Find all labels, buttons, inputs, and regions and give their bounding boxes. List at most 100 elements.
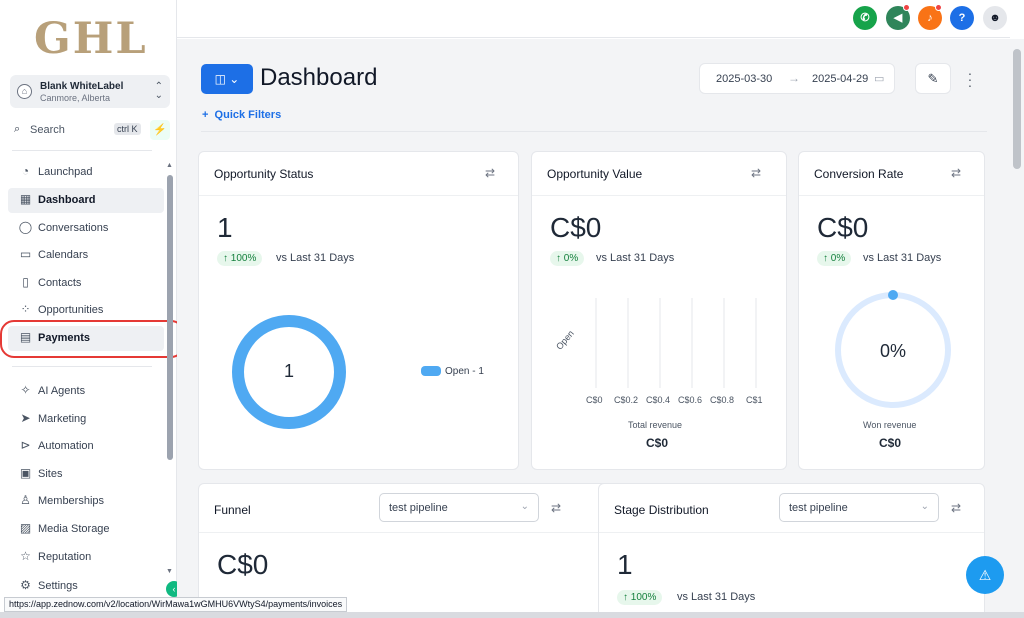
opportunities-icon: ⁘ xyxy=(20,302,31,316)
calendar-icon: ▭ xyxy=(19,247,32,261)
main-scrollbar[interactable] xyxy=(1010,39,1024,612)
change-badge: ↑ 100% xyxy=(617,590,663,605)
quick-filters-label: Quick Filters xyxy=(214,109,282,121)
phone-icon[interactable]: ✆ xyxy=(853,6,877,30)
user-avatar[interactable]: ☻ xyxy=(983,6,1007,30)
conversion-rate-card: Conversion Rate ⇄ C$0 ↑ 0% vs Last 31 Da… xyxy=(798,151,985,470)
total-revenue-label: Total revenue xyxy=(628,420,683,430)
sidebar-divider xyxy=(12,150,152,151)
sidebar-item-automation[interactable]: ⊳ Automation xyxy=(8,434,164,459)
layout-switcher-button[interactable]: ◫ ⌄ xyxy=(201,64,253,94)
revenue-bar-chart-grid xyxy=(595,298,757,388)
scroll-up-arrow-icon[interactable]: ▲ xyxy=(166,162,173,169)
sidebar: GHL ⌂ Blank WhiteLabel Canmore, Alberta … xyxy=(0,0,185,612)
dashboard-grid-icon: ▦ xyxy=(19,192,32,206)
payments-highlight-annotation xyxy=(0,320,185,358)
scroll-down-arrow-icon[interactable]: ▼ xyxy=(166,568,173,575)
selected-pipeline: test pipeline xyxy=(789,502,848,514)
sidebar-item-label: Dashboard xyxy=(38,194,96,206)
comparison-label: vs Last 31 Days xyxy=(863,252,942,264)
account-name: Blank WhiteLabel xyxy=(40,81,124,92)
card-header-divider xyxy=(532,195,786,196)
sidebar-item-payments[interactable]: ▤ Payments xyxy=(8,326,164,351)
sidebar-item-media-storage[interactable]: ▨ Media Storage xyxy=(8,517,164,542)
feedback-chat-icon[interactable]: ⚠ xyxy=(966,556,1004,594)
x-tick-label: C$0 xyxy=(586,395,603,405)
contact-card-icon: ▯ xyxy=(22,275,29,289)
sidebar-item-dashboard[interactable]: ▦ Dashboard xyxy=(8,188,164,213)
notification-dot xyxy=(903,4,910,11)
funnel-pipeline-select[interactable]: test pipeline ⌄ xyxy=(379,493,539,522)
status-bar-url: https://app.zednow.com/v2/location/WirMa… xyxy=(4,597,348,612)
sidebar-item-settings[interactable]: ⚙ Settings xyxy=(8,574,164,599)
sidebar-item-label: Memberships xyxy=(38,495,105,507)
card-title: Opportunity Value xyxy=(547,167,643,181)
sidebar-item-ai-agents[interactable]: ✧ AI Agents xyxy=(8,379,164,404)
opportunity-status-card: Opportunity Status ⇄ 1 ↑ 100% vs Last 31… xyxy=(198,151,519,470)
donut-slice-open[interactable] xyxy=(232,315,346,429)
main-scrollbar-thumb[interactable] xyxy=(1013,49,1021,169)
card-settings-icon[interactable]: ⇄ xyxy=(751,166,762,180)
card-settings-icon[interactable]: ⇄ xyxy=(951,166,962,180)
change-badge: ↑ 0% xyxy=(550,251,585,266)
sidebar-item-launchpad[interactable]: ◔ Launchpad xyxy=(8,160,164,185)
sidebar-item-label: Launchpad xyxy=(38,166,93,178)
donut-center-value: 1 xyxy=(283,361,294,381)
sidebar-item-opportunities[interactable]: ⁘ Opportunities xyxy=(8,298,164,323)
gear-icon: ⚙ xyxy=(20,578,31,592)
x-tick-label: C$0.2 xyxy=(614,395,639,405)
sites-icon: ▣ xyxy=(19,466,32,480)
sidebar-item-conversations[interactable]: ◯ Conversations xyxy=(8,216,164,241)
edit-dashboard-button[interactable]: ✎ xyxy=(915,63,951,94)
sidebar-item-label: Sites xyxy=(38,468,63,480)
sparkles-icon: ✧ xyxy=(20,383,31,397)
calendar-icon: ▭ xyxy=(874,73,885,85)
stage-distribution-card: Stage Distribution test pipeline ⌄ ⇄ 1 ↑… xyxy=(598,483,985,612)
quick-filters-button[interactable]: + Quick Filters xyxy=(202,109,282,121)
card-settings-icon[interactable]: ⇄ xyxy=(951,501,962,515)
sidebar-item-label: Automation xyxy=(38,440,94,452)
change-badge: ↑ 100% xyxy=(217,251,263,266)
card-header-divider xyxy=(599,532,984,533)
search-bar[interactable]: ⌕ Search ctrl K xyxy=(10,120,144,140)
card-settings-icon[interactable]: ⇄ xyxy=(485,166,496,180)
sidebar-item-reputation[interactable]: ☆ Reputation xyxy=(8,545,164,570)
date-start: 2025-03-30 xyxy=(716,73,773,85)
gauge-value: 0% xyxy=(879,341,906,361)
card-header-divider xyxy=(199,195,518,196)
legend-swatch-open xyxy=(421,366,441,376)
top-bar: ✆ ◀ ♪ ? ☻ xyxy=(177,0,1010,38)
metric-value: C$0 xyxy=(217,549,269,580)
card-settings-icon[interactable]: ⇄ xyxy=(551,501,562,515)
chevron-up-down-icon: ⌃ ⌄ xyxy=(154,81,163,101)
won-revenue-value: C$0 xyxy=(879,436,902,450)
help-icon[interactable]: ? xyxy=(950,6,974,30)
sidebar-item-sites[interactable]: ▣ Sites xyxy=(8,462,164,487)
sidebar-item-marketing[interactable]: ➤ Marketing xyxy=(8,407,164,432)
sidebar-item-label: Media Storage xyxy=(38,523,110,535)
stage-pipeline-select[interactable]: test pipeline ⌄ xyxy=(779,493,939,522)
page-title: Dashboard xyxy=(260,64,378,91)
account-switcher[interactable]: ⌂ Blank WhiteLabel Canmore, Alberta ⌃ ⌄ xyxy=(10,75,170,108)
sidebar-item-label: Calendars xyxy=(38,249,89,261)
brand-logo[interactable]: GHL xyxy=(34,14,148,64)
sidebar-item-memberships[interactable]: ♙ Memberships xyxy=(8,489,164,514)
main-content: ◫ ⌄ Dashboard 2025-03-30 → 2025-04-29 ▭ … xyxy=(177,39,1010,612)
legend-label-open: Open - 1 xyxy=(445,366,484,377)
date-range-picker[interactable]: 2025-03-30 → 2025-04-29 ▭ xyxy=(699,63,895,94)
membership-icon: ♙ xyxy=(20,493,31,507)
sidebar-scrollbar[interactable] xyxy=(167,175,173,460)
rocket-icon: ◔ xyxy=(21,164,30,178)
quick-action-bolt-icon[interactable]: ⚡ xyxy=(150,120,170,140)
comparison-label: vs Last 31 Days xyxy=(276,252,355,264)
sidebar-item-label: Reputation xyxy=(38,551,92,563)
card-title: Opportunity Status xyxy=(214,167,314,181)
search-label: Search xyxy=(30,124,65,136)
sidebar-item-calendars[interactable]: ▭ Calendars xyxy=(8,243,164,268)
sidebar-item-contacts[interactable]: ▯ Contacts xyxy=(8,271,164,296)
metric-value: 1 xyxy=(617,549,633,580)
filters-divider xyxy=(201,131,987,132)
card-title: Funnel xyxy=(214,503,251,517)
more-options-icon[interactable]: · · · xyxy=(967,65,973,93)
notification-dot xyxy=(935,4,942,11)
